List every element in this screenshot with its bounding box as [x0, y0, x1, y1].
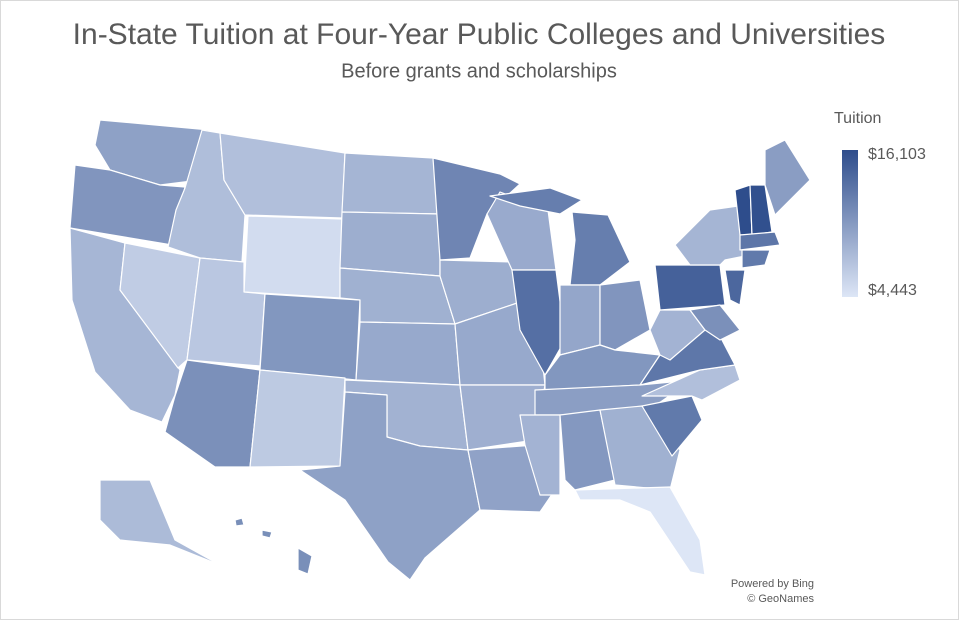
- region: [654, 264, 726, 311]
- chart-title: In-State Tuition at Four-Year Public Col…: [73, 18, 886, 51]
- legend-title: Tuition: [834, 110, 881, 127]
- region: [724, 269, 746, 306]
- region: [339, 211, 441, 277]
- region: [341, 152, 441, 215]
- region: [99, 479, 221, 566]
- region: [739, 231, 781, 251]
- region: [764, 139, 811, 216]
- legend-max-label: $16,103: [868, 146, 926, 163]
- credit: © GeoNames: [747, 593, 814, 605]
- region: [243, 215, 343, 299]
- region: [741, 249, 771, 269]
- chart-subtitle: Before grants and scholarships: [341, 60, 617, 82]
- region: [355, 321, 461, 386]
- legend-gradient: [842, 150, 858, 297]
- region: [674, 204, 751, 266]
- region: [119, 242, 201, 369]
- region: [599, 279, 651, 351]
- credit: Powered by Bing: [731, 578, 814, 590]
- region: [574, 486, 706, 576]
- region: [299, 391, 481, 581]
- map-regions: [69, 119, 811, 581]
- region: [559, 409, 616, 491]
- region: [689, 304, 741, 341]
- region: [511, 269, 566, 376]
- region: [234, 517, 313, 575]
- region: [559, 284, 601, 356]
- region: [641, 395, 703, 457]
- region: [259, 293, 361, 381]
- region: [219, 132, 346, 219]
- region: [519, 414, 561, 496]
- region: [249, 369, 346, 468]
- legend-min-label: $4,443: [868, 282, 917, 299]
